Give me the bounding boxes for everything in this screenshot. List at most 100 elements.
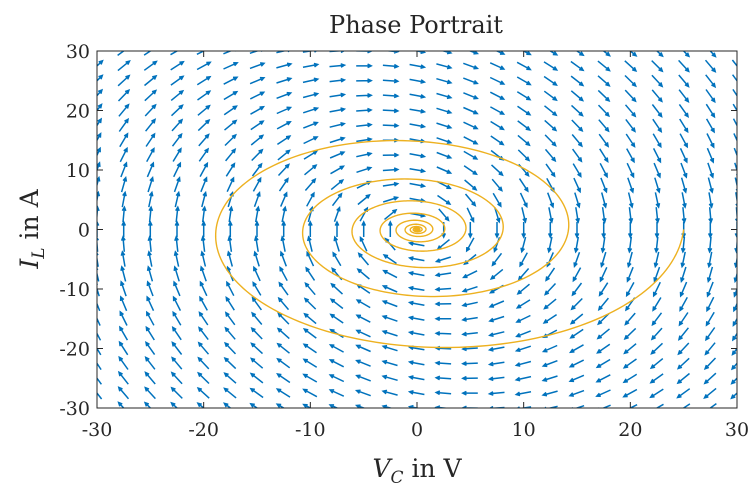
vector-arrow	[655, 207, 660, 224]
vector-arrow	[409, 108, 427, 114]
vector-arrow	[328, 389, 345, 397]
vector-arrow	[120, 235, 126, 252]
vector-arrow	[544, 134, 557, 147]
vector-arrow	[170, 386, 183, 399]
vector-arrow	[224, 341, 237, 355]
vector-arrow	[623, 327, 637, 340]
vector-arrow	[734, 162, 737, 176]
vector-arrow	[253, 250, 260, 267]
vector-arrow	[437, 194, 452, 205]
vector-arrow	[275, 388, 291, 398]
vector-arrow	[653, 266, 661, 283]
vector-arrow	[678, 74, 690, 88]
vector-arrow	[678, 103, 690, 119]
vector-arrow	[547, 222, 553, 239]
vector-arrow	[226, 176, 235, 193]
vector-arrow	[382, 63, 400, 69]
vector-arrow	[199, 265, 207, 282]
vector-arrow	[488, 315, 505, 323]
vector-arrow	[514, 391, 532, 397]
vector-arrow	[649, 358, 664, 370]
vector-arrow	[330, 178, 345, 191]
vector-arrow	[382, 123, 400, 128]
vector-arrow	[97, 117, 103, 127]
vector-arrow	[516, 91, 532, 101]
vector-arrow	[707, 222, 713, 239]
vector-arrow	[495, 51, 506, 55]
vector-arrow	[514, 360, 532, 367]
vector-arrow	[520, 236, 527, 254]
vector-arrow	[121, 190, 127, 208]
vector-arrow	[97, 361, 102, 371]
vector-arrow	[173, 161, 182, 178]
vector-arrow	[304, 177, 317, 191]
vector-arrow	[223, 387, 237, 399]
vector-arrow	[571, 148, 583, 163]
vector-arrow	[97, 146, 101, 157]
vector-arrow	[409, 63, 427, 70]
vector-arrow	[676, 372, 690, 385]
vector-arrow	[146, 265, 154, 282]
vector-arrow	[622, 388, 638, 398]
vector-arrow	[651, 60, 664, 73]
vector-arrow	[436, 77, 453, 85]
vector-arrow	[328, 374, 345, 383]
vector-arrow	[678, 59, 690, 73]
vector-arrow	[490, 120, 505, 131]
vector-arrow	[356, 122, 373, 128]
vector-arrow	[249, 387, 264, 399]
vector-arrow	[705, 74, 717, 89]
vector-arrow	[492, 192, 502, 208]
vector-arrow	[196, 75, 212, 86]
y-tick-label: 20	[66, 101, 90, 123]
vector-arrow	[382, 254, 397, 265]
vector-arrow	[277, 163, 290, 177]
vector-arrow	[302, 358, 318, 368]
vector-arrow	[197, 371, 210, 385]
vector-arrow	[302, 62, 320, 68]
y-tick-label: -10	[59, 279, 90, 301]
vector-arrow	[654, 222, 660, 239]
vector-arrow	[170, 75, 185, 86]
vector-arrow	[97, 190, 101, 205]
vector-arrow	[361, 220, 367, 237]
vector-arrow	[703, 357, 717, 371]
vector-arrow	[145, 118, 157, 132]
vector-arrow	[679, 281, 688, 298]
vector-arrow	[627, 177, 635, 194]
vector-arrow	[461, 316, 478, 322]
vector-arrow	[304, 281, 316, 296]
vector-arrow	[519, 192, 528, 209]
y-tick-label: 30	[66, 41, 90, 63]
vector-arrow	[574, 192, 581, 209]
vector-arrow	[522, 51, 532, 56]
vector-arrow	[516, 61, 532, 71]
vector-arrow	[117, 88, 131, 102]
vector-arrow	[412, 51, 427, 55]
vector-arrow	[732, 118, 737, 131]
vector-arrow	[487, 346, 505, 352]
vector-arrow	[707, 251, 713, 269]
vector-arrow	[382, 78, 400, 84]
vector-arrow	[306, 250, 315, 267]
vector-arrow	[302, 106, 320, 114]
x-tick-label: -10	[295, 419, 326, 441]
vector-arrow	[434, 256, 452, 263]
y-tick-labels: -30 -20 -10 0 10 20 30	[59, 41, 90, 420]
trajectory-layer	[214, 139, 685, 349]
vector-arrow	[731, 332, 737, 342]
vector-arrow	[121, 205, 127, 223]
vector-arrow	[463, 121, 479, 130]
vector-arrow	[253, 191, 261, 208]
vector-arrow	[252, 176, 262, 192]
vector-arrow	[249, 402, 259, 408]
vector-arrow	[276, 327, 290, 340]
x-tick-label: 30	[725, 419, 749, 441]
vector-arrow	[249, 76, 266, 85]
vector-arrow	[146, 295, 155, 312]
vector-arrow	[434, 316, 452, 322]
vector-arrow	[276, 62, 293, 69]
vector-arrow	[438, 208, 450, 222]
vector-arrow	[253, 265, 261, 282]
vector-arrow	[434, 375, 452, 381]
